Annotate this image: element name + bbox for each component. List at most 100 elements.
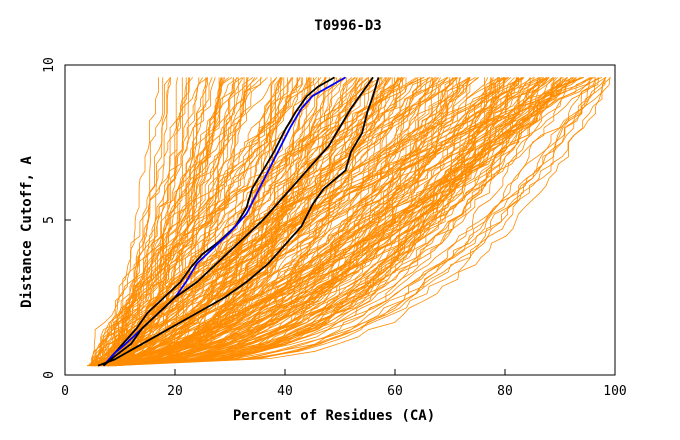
model-curve <box>90 77 512 367</box>
model-curve <box>102 77 209 366</box>
x-axis-ticks: 0 20 40 60 80 100 <box>61 369 627 399</box>
y-axis-ticks: 0 5 10 <box>42 57 71 379</box>
model-curve <box>103 77 607 367</box>
model-curve <box>100 77 238 367</box>
x-axis-title: Percent of Residues (CA) <box>233 408 435 424</box>
model-curve <box>105 77 499 367</box>
model-curve <box>88 77 364 367</box>
model-curve <box>102 77 457 367</box>
model-curve <box>108 77 347 367</box>
model-curve <box>92 77 386 366</box>
model-curve <box>92 77 593 366</box>
y-axis-title: Distance Cutoff, A <box>19 156 35 308</box>
model-curve <box>93 77 471 367</box>
model-curve <box>114 77 309 367</box>
model-curve <box>114 77 160 366</box>
model-curve <box>99 77 562 367</box>
model-curve <box>92 77 402 367</box>
model-curve <box>93 77 505 367</box>
model-curve <box>114 77 606 367</box>
model-curve <box>98 77 383 367</box>
model-curve <box>89 77 294 366</box>
model-curve <box>101 77 285 367</box>
highlight-curve-black <box>97 77 380 367</box>
x-tick-label: 20 <box>167 384 183 399</box>
model-curve <box>98 77 318 367</box>
model-curve <box>89 77 519 367</box>
x-tick-label: 0 <box>61 384 69 399</box>
model-curve <box>91 77 425 366</box>
model-curve <box>91 77 493 367</box>
model-curve <box>114 77 433 367</box>
model-curve <box>114 77 298 367</box>
model-curve <box>91 77 457 367</box>
model-curve <box>103 77 485 367</box>
model-curve <box>108 77 545 367</box>
model-curve <box>107 77 591 367</box>
model-curve <box>102 77 281 367</box>
background-model-lines <box>86 77 612 367</box>
model-curve <box>98 77 584 367</box>
model-curve <box>99 77 451 366</box>
model-curve <box>96 77 500 367</box>
model-curve <box>114 77 239 367</box>
model-curve <box>93 77 431 366</box>
model-curve <box>106 77 263 366</box>
model-curve <box>116 77 594 367</box>
model-curve <box>98 77 503 367</box>
model-curve <box>96 77 554 367</box>
model-curve <box>114 77 522 367</box>
model-curve <box>117 77 258 366</box>
model-curve <box>94 77 373 367</box>
x-tick-label: 40 <box>277 384 293 399</box>
model-curve <box>113 77 568 367</box>
model-curve <box>114 77 540 367</box>
model-curve <box>93 77 471 367</box>
y-tick-label: 0 <box>42 371 57 379</box>
model-curve <box>108 77 234 367</box>
model-curve <box>99 77 432 367</box>
model-curve <box>95 77 402 367</box>
model-curve <box>87 77 370 367</box>
y-tick-label: 10 <box>42 57 57 73</box>
model-curve <box>96 77 606 367</box>
model-curve <box>109 77 606 367</box>
model-curve <box>98 77 222 367</box>
model-curve <box>95 77 342 367</box>
model-curve <box>113 77 381 367</box>
model-curve <box>95 77 458 367</box>
model-curve <box>100 77 369 367</box>
model-curve <box>107 77 208 367</box>
model-curve <box>96 77 449 366</box>
model-curve <box>101 77 402 367</box>
model-curve <box>91 77 190 367</box>
model-curve <box>113 77 524 367</box>
model-curve <box>109 77 183 367</box>
model-curve <box>89 77 550 367</box>
y-tick-label: 5 <box>42 216 57 224</box>
model-curve <box>92 77 431 367</box>
model-curve <box>107 77 558 367</box>
model-curve <box>100 77 293 367</box>
model-curve <box>111 77 437 367</box>
model-curve <box>110 77 293 367</box>
model-curve <box>102 77 220 367</box>
model-curve <box>113 77 233 366</box>
model-curve <box>104 77 491 367</box>
model-curve <box>91 77 249 367</box>
model-curve <box>106 77 421 367</box>
model-curve <box>109 77 596 367</box>
highlight-model-lines <box>97 76 380 367</box>
model-curve <box>114 77 439 367</box>
model-curve <box>110 77 548 366</box>
model-curve <box>92 77 281 367</box>
model-curve <box>95 77 417 367</box>
model-curve <box>109 77 555 367</box>
model-curve <box>111 77 462 367</box>
x-tick-label: 100 <box>603 384 626 399</box>
x-tick-label: 80 <box>497 384 513 399</box>
highlight-curve-black <box>102 76 374 367</box>
model-curve <box>91 77 457 366</box>
model-curve <box>113 77 591 367</box>
